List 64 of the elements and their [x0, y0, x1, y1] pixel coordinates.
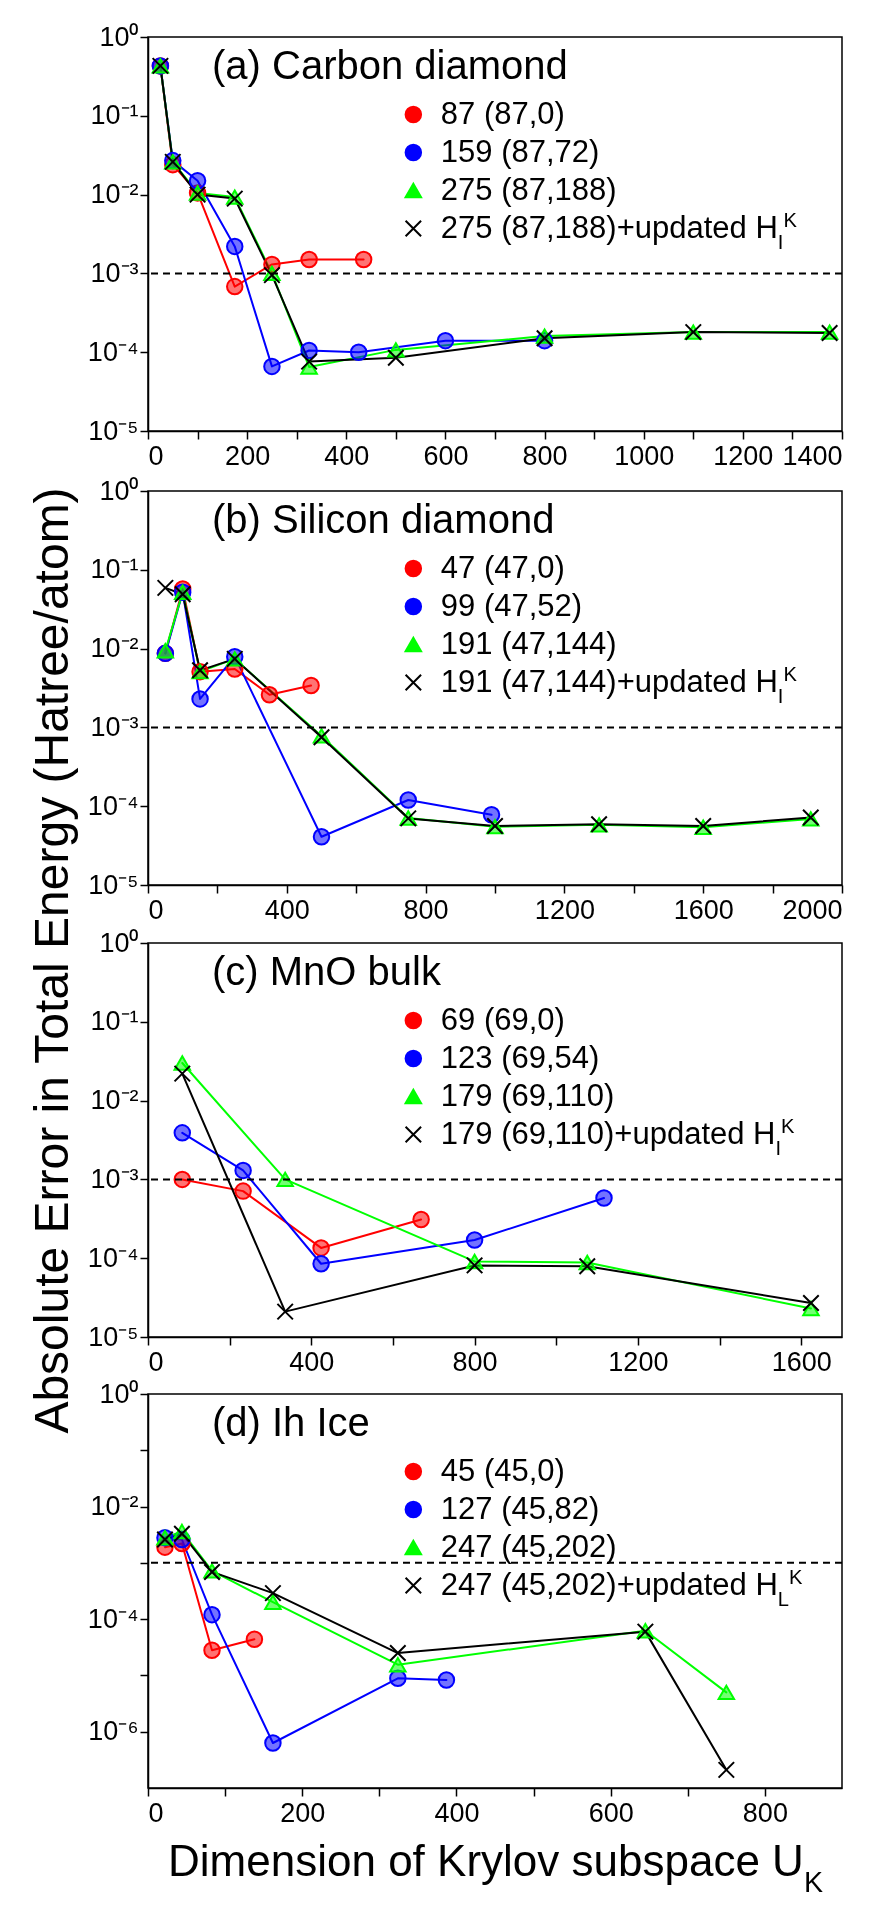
y-tick-label: 10⁻¹ [90, 100, 139, 131]
legend-label: 47 (47,0) [440, 549, 565, 585]
x-tick-label: 2000 [782, 894, 843, 925]
y-tick-label: 10⁻⁴ [87, 790, 139, 821]
y-tick-label: 10⁻² [90, 1085, 139, 1116]
y-tick-label: 10⁻⁵ [88, 1321, 139, 1352]
y-tick-label: 10⁻⁴ [87, 1603, 139, 1634]
x-tick-label: 1400 [782, 440, 843, 471]
chart-title: (a) Carbon diamond [212, 43, 568, 87]
y-tick-label: 10⁻² [90, 1491, 139, 1522]
chart-title: (c) MnO bulk [212, 949, 442, 993]
x-tick-label: 1200 [608, 1346, 669, 1377]
legend-label: 123 (69,54) [440, 1039, 600, 1075]
x-tick-label: 1000 [614, 440, 675, 471]
x-tick-label: 1600 [673, 894, 734, 925]
x-tick-label: 0 [148, 1797, 164, 1828]
x-tick-label: 0 [148, 440, 164, 471]
chart-title: (d) Ih Ice [212, 1400, 370, 1444]
legend-label: 247 (45,202) [440, 1528, 617, 1564]
x-tick-label: 0 [148, 894, 164, 925]
y-axis-title: Absolute Error in Total Energy (Hatree/atom) [24, 487, 78, 1434]
legend-label: 191 (47,144) [440, 625, 617, 661]
y-tick-label: 10⁻³ [90, 257, 139, 288]
x-tick-label: 600 [423, 440, 469, 471]
x-tick-label: 1600 [771, 1346, 832, 1377]
legend-label: 87 (87,0) [440, 95, 565, 131]
y-tick-label: 10⁻⁵ [88, 415, 139, 446]
x-tick-label: 800 [403, 894, 449, 925]
y-tick-label: 10⁻³ [90, 1163, 139, 1194]
legend-label: 45 (45,0) [440, 1452, 565, 1488]
x-tick-label: 400 [264, 894, 310, 925]
x-axis-title: Dimension of Krylov subspace U$_{K}$ [168, 1835, 823, 1898]
x-tick-label: 600 [588, 1797, 634, 1828]
legend-label: 159 (87,72) [440, 133, 600, 169]
y-tick-label: 10⁻⁶ [88, 1716, 139, 1747]
y-tick-label: 10⁻⁴ [87, 1242, 139, 1273]
y-tick-label: 10⁰ [99, 927, 139, 958]
x-tick-label: 800 [742, 1797, 788, 1828]
chart-title: (b) Silicon diamond [212, 497, 555, 541]
x-tick-label: 200 [280, 1797, 326, 1828]
y-tick-label: 10⁰ [99, 21, 139, 52]
legend-label: 275 (87,188) [440, 171, 617, 207]
legend-label: 179 (69,110) [440, 1077, 615, 1113]
y-tick-label: 10⁻³ [90, 711, 139, 742]
y-tick-label: 10⁻¹ [90, 1006, 139, 1037]
x-tick-label: 800 [452, 1346, 498, 1377]
y-tick-label: 10⁰ [99, 1378, 139, 1409]
x-tick-label: 1200 [534, 894, 595, 925]
legend-label: 99 (47,52) [440, 587, 583, 623]
y-tick-label: 10⁰ [99, 475, 139, 506]
y-tick-label: 10⁻² [90, 179, 139, 210]
x-tick-label: 0 [148, 1346, 164, 1377]
legend-label: 69 (69,0) [440, 1001, 565, 1037]
x-tick-label: 800 [522, 440, 568, 471]
x-tick-label: 1200 [713, 440, 774, 471]
y-tick-label: 10⁻² [90, 633, 139, 664]
y-tick-label: 10⁻⁵ [88, 869, 139, 900]
y-tick-label: 10⁻⁴ [87, 336, 139, 367]
y-tick-label: 10⁻¹ [90, 554, 139, 585]
x-tick-label: 400 [324, 440, 370, 471]
x-tick-label: 400 [434, 1797, 480, 1828]
x-tick-label: 400 [289, 1346, 335, 1377]
legend-label: 127 (45,82) [440, 1490, 600, 1526]
x-tick-label: 200 [225, 440, 271, 471]
